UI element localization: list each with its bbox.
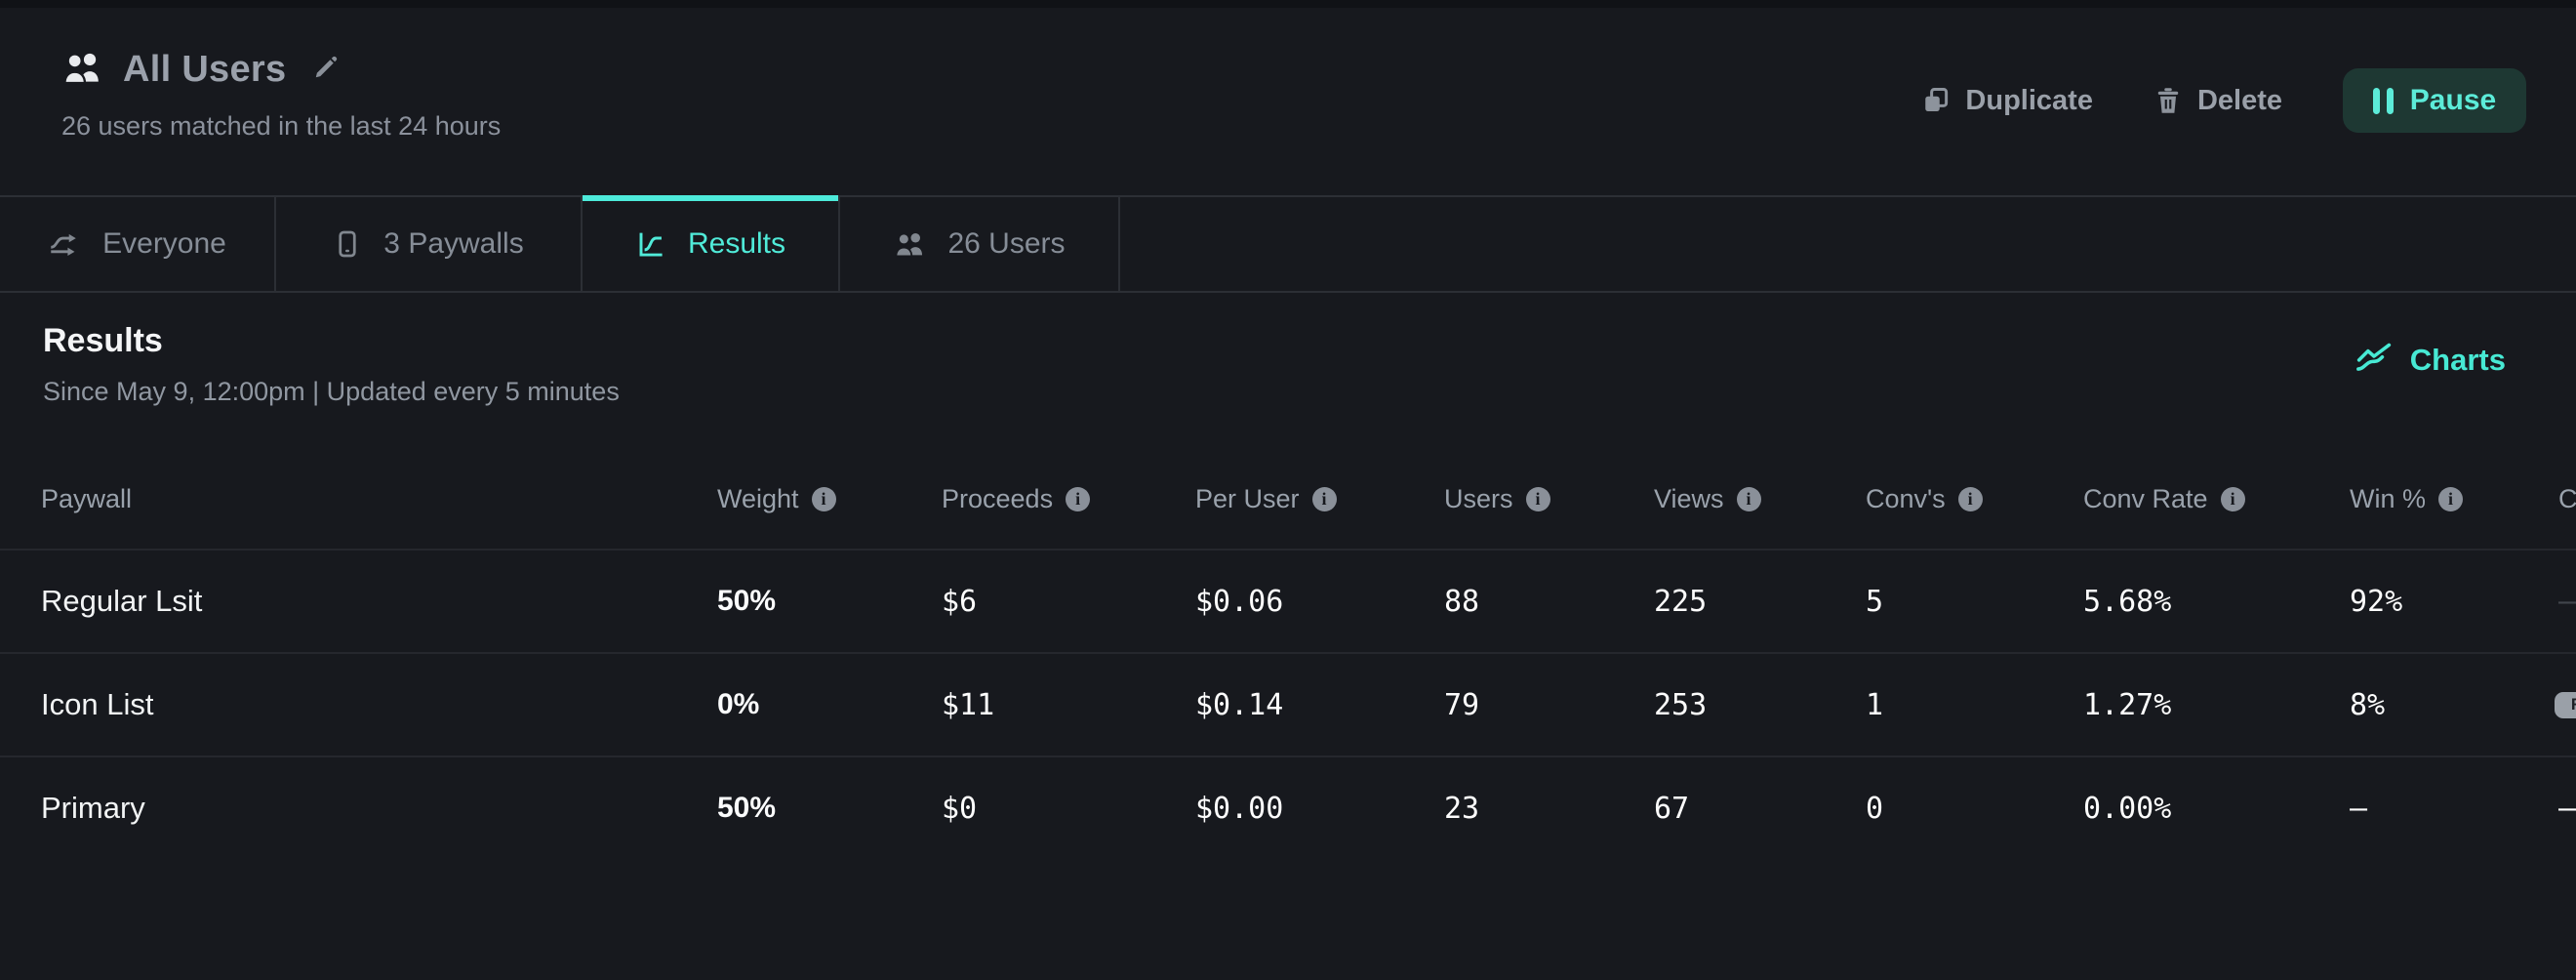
tab-everyone[interactable]: Everyone: [0, 197, 276, 291]
pause-button[interactable]: Pause: [2343, 68, 2526, 133]
info-icon[interactable]: [2438, 486, 2464, 511]
status-badge: R: [2555, 691, 2576, 718]
weight-cell: 50%: [717, 792, 777, 824]
pause-label: Pause: [2409, 84, 2497, 116]
info-icon[interactable]: [1311, 486, 1337, 511]
users-cell: 79: [1444, 687, 1480, 722]
convs-cell: 5: [1866, 584, 1884, 619]
col-header-convs: Conv's: [1866, 484, 2083, 514]
per-user-cell: $0.06: [1195, 584, 1284, 619]
duplicate-label: Duplicate: [1965, 84, 2093, 116]
clipped-cell: R: [2555, 691, 2576, 718]
results-section-header: Results Since May 9, 12:00pm | Updated e…: [0, 293, 2576, 449]
col-header-proceeds: Proceeds: [942, 484, 1195, 514]
matched-users-subtitle: 26 users matched in the last 24 hours: [61, 111, 502, 141]
clipped-cell: –: [2558, 791, 2576, 826]
trend-line-icon: [2355, 340, 2394, 381]
clipped-cell: –: [2558, 584, 2576, 619]
views-cell: 253: [1654, 687, 1708, 722]
page-title: All Users: [123, 49, 287, 90]
chart-icon: [635, 228, 666, 260]
col-header-per-user: Per User: [1195, 484, 1444, 514]
per-user-cell: $0.14: [1195, 687, 1284, 722]
col-header-win-pct: Win %: [2350, 484, 2558, 514]
tab-results[interactable]: Results: [583, 195, 840, 291]
tab-bar: Everyone 3 Paywalls Results: [0, 195, 2576, 293]
win-pct-cell: –: [2350, 791, 2368, 826]
weight-cell: 50%: [717, 585, 777, 617]
info-icon[interactable]: [811, 486, 836, 511]
window-top-edge: [0, 0, 2576, 8]
convs-cell: 1: [1866, 687, 1884, 722]
win-pct-cell: 8%: [2350, 687, 2386, 722]
table-row: Icon List 0% $11 $0.14 79 253 1 1.27% 8%…: [0, 652, 2576, 755]
info-icon[interactable]: [1525, 486, 1550, 511]
per-user-cell: $0.00: [1195, 791, 1284, 826]
page-header: All Users 26 users matched in the last 2…: [0, 8, 2576, 195]
col-header-users: Users: [1444, 484, 1654, 514]
trash-icon: [2153, 86, 2183, 115]
conv-rate-cell: 1.27%: [2083, 687, 2172, 722]
header-actions: Duplicate Delete Pause: [1921, 68, 2526, 133]
table-header-row: Paywall Weight Proceeds Per User Users V…: [0, 449, 2576, 549]
tab-users-label: 26 Users: [947, 227, 1066, 260]
views-cell: 225: [1654, 584, 1708, 619]
tab-everyone-label: Everyone: [102, 227, 226, 260]
win-pct-cell: 92%: [2350, 584, 2403, 619]
paywall-name: Primary: [41, 791, 145, 825]
info-icon[interactable]: [1736, 486, 1761, 511]
proceeds-cell: $6: [942, 584, 978, 619]
duplicate-button[interactable]: Duplicate: [1921, 85, 2093, 117]
info-icon[interactable]: [1957, 486, 1983, 511]
col-header-views: Views: [1654, 484, 1866, 514]
users-icon: [60, 49, 103, 91]
results-title: Results: [43, 322, 163, 359]
info-icon[interactable]: [2220, 486, 2245, 511]
col-header-clipped: C: [2558, 483, 2576, 513]
col-header-conv-rate: Conv Rate: [2083, 484, 2350, 514]
col-header-paywall: Paywall: [41, 483, 133, 513]
results-subtitle: Since May 9, 12:00pm | Updated every 5 m…: [43, 377, 620, 406]
paywall-name: Icon List: [41, 687, 154, 721]
table-row: Regular Lsit 50% $6 $0.06 88 225 5 5.68%…: [0, 549, 2576, 652]
proceeds-cell: $11: [942, 687, 995, 722]
tab-paywalls[interactable]: 3 Paywalls: [276, 197, 583, 291]
info-icon[interactable]: [1066, 486, 1091, 511]
views-cell: 67: [1654, 791, 1690, 826]
pause-icon: [2372, 87, 2394, 114]
results-table[interactable]: Paywall Weight Proceeds Per User Users V…: [0, 449, 2576, 859]
copy-icon: [1921, 86, 1951, 115]
edit-title-icon[interactable]: [311, 53, 341, 87]
delete-label: Delete: [2196, 84, 2282, 116]
charts-button[interactable]: Charts: [2355, 340, 2506, 381]
paywall-name: Regular Lsit: [41, 584, 203, 618]
col-header-weight: Weight: [717, 484, 942, 514]
weight-cell: 0%: [717, 688, 760, 720]
conv-rate-cell: 5.68%: [2083, 584, 2172, 619]
table-row: Primary 50% $0 $0.00 23 67 0 0.00% – –: [0, 755, 2576, 859]
users-cell: 23: [1444, 791, 1480, 826]
users-icon: [893, 229, 926, 259]
tab-results-label: Results: [687, 227, 786, 260]
tab-paywalls-label: 3 Paywalls: [383, 227, 524, 260]
conv-rate-cell: 0.00%: [2083, 791, 2172, 826]
title-row: All Users: [60, 47, 341, 92]
convs-cell: 0: [1866, 791, 1884, 826]
phone-icon: [333, 228, 362, 260]
shuffle-icon: [48, 228, 81, 260]
tab-users[interactable]: 26 Users: [840, 197, 1120, 291]
proceeds-cell: $0: [942, 791, 978, 826]
delete-button[interactable]: Delete: [2153, 85, 2282, 117]
charts-label: Charts: [2409, 343, 2506, 377]
users-cell: 88: [1444, 584, 1480, 619]
